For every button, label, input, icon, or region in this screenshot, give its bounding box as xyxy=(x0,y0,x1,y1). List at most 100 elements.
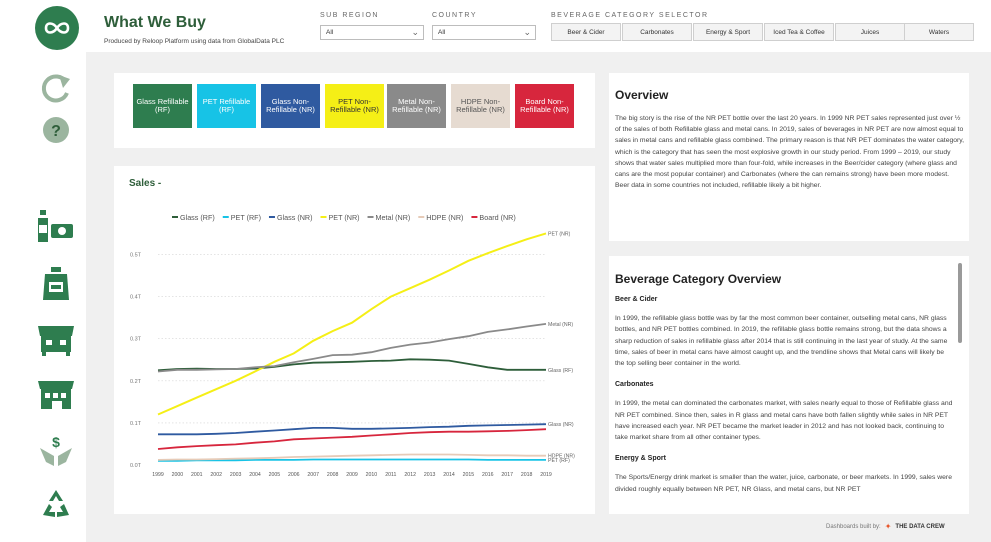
beverage-overview-panel xyxy=(609,256,969,514)
country-dropdown[interactable]: All ⌄ xyxy=(432,25,536,40)
series-end-label: Glass (NR) xyxy=(548,422,574,428)
x-tick-label: 2018 xyxy=(521,472,533,478)
y-tick-label: 0.5T xyxy=(130,252,142,258)
x-tick-label: 2019 xyxy=(540,472,552,478)
data-crew-logo-icon: ✦ xyxy=(884,522,892,531)
category-button-juices[interactable]: Juices xyxy=(835,23,905,41)
series-end-label: Metal (NR) xyxy=(548,322,573,328)
x-tick-label: 2012 xyxy=(404,472,416,478)
x-tick-label: 2004 xyxy=(249,472,261,478)
page-subtitle: Produced by Reloop Platform using data f… xyxy=(104,38,285,45)
y-tick-label: 0.0T xyxy=(130,463,142,469)
container-tile-pet-nr[interactable]: PET Non-Refillable (NR) xyxy=(325,84,384,128)
sub-region-dropdown[interactable]: All ⌄ xyxy=(320,25,424,40)
x-tick-label: 2005 xyxy=(269,472,281,478)
container-tile-hdpe-nr[interactable]: HDPE Non-Refillable (NR) xyxy=(451,84,510,128)
x-tick-label: 2007 xyxy=(307,472,319,478)
container-tile-board-nr[interactable]: Board Non-Refillable (NR) xyxy=(515,84,574,128)
brand-name: THE DATA CREW xyxy=(895,523,945,530)
series-line-pet-nr xyxy=(157,232,547,416)
beverage-overview-scroll[interactable]: Beer & Cider In 1999, the refillable gla… xyxy=(615,292,955,514)
legend-entry: HDPE (NR) xyxy=(426,213,463,222)
section-text: In 1999, the refillable glass bottle was… xyxy=(615,315,948,368)
container-tile-metal-nr[interactable]: Metal Non-Refillable (NR) xyxy=(387,84,446,128)
country-label: COUNTRY xyxy=(432,12,477,19)
store-money-icon[interactable] xyxy=(36,375,76,415)
chevron-down-icon: ⌄ xyxy=(411,27,419,37)
help-icon[interactable]: ? xyxy=(36,110,76,150)
series-end-label: PET (RF) xyxy=(548,458,570,464)
x-tick-label: 2011 xyxy=(385,472,396,478)
series-end-label: HDPE (NR) xyxy=(548,454,575,460)
category-button-energy-sport[interactable]: Energy & Sport xyxy=(693,23,763,41)
sub-region-label: SUB REGION xyxy=(320,12,379,19)
x-tick-label: 2014 xyxy=(443,472,455,478)
section-heading: Beer & Cider xyxy=(615,296,658,303)
category-button-carbonates[interactable]: Carbonates xyxy=(622,23,692,41)
chart-title: Sales - xyxy=(129,178,162,189)
x-tick-label: 2002 xyxy=(210,472,222,478)
beverage-overview-title: Beverage Category Overview xyxy=(615,272,782,286)
x-tick-label: 2010 xyxy=(366,472,378,478)
overview-panel xyxy=(609,73,969,241)
series-line-glass-nr xyxy=(158,423,547,436)
x-tick-label: 2017 xyxy=(501,472,513,478)
recycle-icon[interactable] xyxy=(36,484,76,524)
scrollbar[interactable] xyxy=(958,263,962,343)
legend-entry: PET (RF) xyxy=(231,213,261,222)
legend-entry: Board (NR) xyxy=(479,213,515,222)
legend-entry: PET (NR) xyxy=(329,213,360,222)
jerrycan-icon[interactable] xyxy=(36,264,76,304)
category-button-beer-cider[interactable]: Beer & Cider xyxy=(551,23,621,41)
series-end-label: Glass (RF) xyxy=(548,368,573,374)
legend-entry: Metal (NR) xyxy=(376,213,411,222)
x-tick-label: 2008 xyxy=(327,472,339,478)
footer: Dashboards built by: ✦ THE DATA CREW xyxy=(826,522,945,531)
x-tick-label: 2013 xyxy=(424,472,436,478)
x-tick-label: 2009 xyxy=(346,472,358,478)
section-text: In 1999, the metal can dominated the car… xyxy=(615,400,953,442)
category-button-waters[interactable]: Waters xyxy=(904,23,974,41)
x-tick-label: 2001 xyxy=(191,472,203,478)
series-line-hdpe-nr xyxy=(157,453,546,461)
x-tick-label: 2003 xyxy=(230,472,242,478)
section-text: The Sports/Energy drink market is smalle… xyxy=(615,474,952,493)
y-tick-label: 0.3T xyxy=(130,337,142,343)
reloop-logo-icon[interactable] xyxy=(35,6,79,50)
series-end-label: PET (NR) xyxy=(548,231,571,237)
y-tick-label: 0.2T xyxy=(130,379,142,385)
y-tick-label: 0.4T xyxy=(130,295,142,301)
beverage-category-label: BEVERAGE CATEGORY SELECTOR xyxy=(551,12,709,19)
header: What We Buy Produced by Reloop Platform … xyxy=(86,0,991,52)
bottle-money-icon[interactable] xyxy=(36,206,76,246)
overview-title: Overview xyxy=(615,88,669,102)
svg-text:$: $ xyxy=(52,434,60,450)
sub-region-value: All xyxy=(326,29,334,36)
section-heading: Energy & Sport xyxy=(615,455,666,463)
category-button-iced-tea-coffee[interactable]: Iced Tea & Coffee xyxy=(764,23,834,41)
container-tile-pet-rf[interactable]: PET Refillable (RF) xyxy=(197,84,256,128)
x-tick-label: 2016 xyxy=(482,472,494,478)
series-line-metal-nr xyxy=(157,323,547,373)
section-heading: Carbonates xyxy=(615,381,654,389)
container-tile-glass-rf[interactable]: Glass Refillable (RF) xyxy=(133,84,192,128)
container-tile-glass-nr[interactable]: Glass Non-Refillable (NR) xyxy=(261,84,320,128)
market-stall-icon[interactable] xyxy=(36,320,76,360)
sales-line-chart: Glass (RF) PET (RF) Glass (NR) PET (NR) Meta… xyxy=(130,213,575,478)
sidebar: ? xyxy=(0,0,86,542)
series-line-board-nr xyxy=(157,428,547,450)
country-value: All xyxy=(438,29,446,36)
hands-dollar-icon[interactable]: $ xyxy=(36,430,76,470)
chevron-down-icon: ⌄ xyxy=(523,27,531,37)
refresh-icon[interactable] xyxy=(36,68,76,108)
x-tick-label: 1999 xyxy=(152,472,164,478)
series-line-pet-rf xyxy=(158,458,546,462)
x-tick-label: 2015 xyxy=(463,472,475,478)
page-title: What We Buy xyxy=(104,14,206,31)
help-glyph: ? xyxy=(51,123,61,140)
legend-entry: Glass (RF) xyxy=(180,213,215,222)
legend-entry: Glass (NR) xyxy=(277,213,313,222)
y-tick-label: 0.1T xyxy=(130,421,142,427)
built-by-label: Dashboards built by: xyxy=(826,523,881,530)
x-tick-label: 2000 xyxy=(172,472,184,478)
